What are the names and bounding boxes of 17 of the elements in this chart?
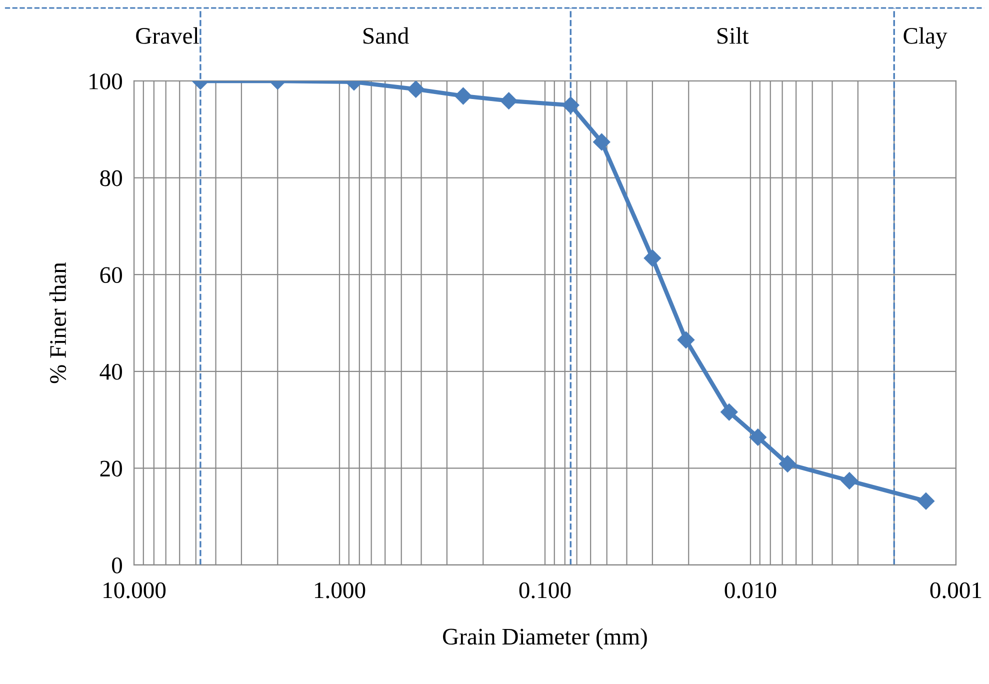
y-tick-label: 0: [112, 557, 122, 574]
text: Gravel: [136, 27, 199, 44]
text: Sand: [364, 27, 409, 44]
text: Clay: [904, 27, 948, 49]
x-axis-title: Grain Diameter (mm): [443, 628, 647, 650]
y-tick-label: 60: [100, 267, 122, 284]
y-tick-label: 80: [100, 170, 122, 186]
x-tick-label: 0.001: [930, 582, 982, 598]
x-tick-label: 0.010: [724, 582, 776, 598]
y-tick-label: 40: [100, 364, 122, 380]
text: Silt: [718, 27, 749, 44]
y-axis-title: % Finer than: [49, 262, 66, 384]
y-tick-label: 20: [100, 460, 122, 477]
y-tick-label: 100: [90, 73, 122, 90]
x-tick-label: 0.100: [519, 582, 571, 598]
x-tick-label: 1.000: [315, 582, 366, 598]
x-tick-label: 10.000: [104, 582, 166, 598]
